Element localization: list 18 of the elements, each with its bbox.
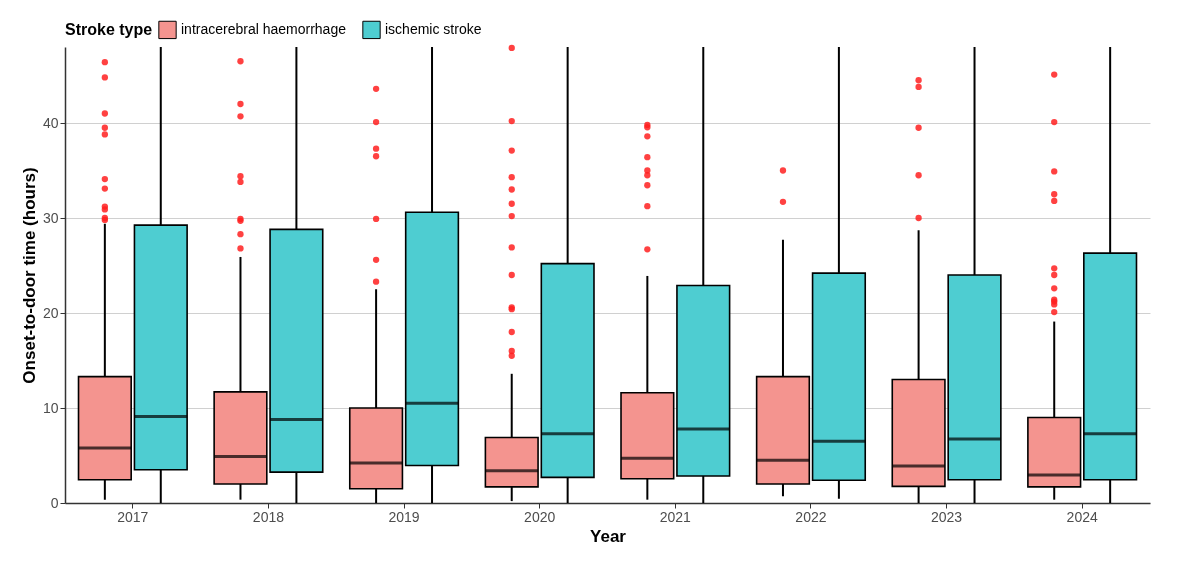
y-tick-label: 20 (42, 304, 59, 321)
y-tick-label: 0 (50, 494, 59, 511)
x-tick-label: 2022 (795, 508, 827, 525)
x-tick-label: 2024 (1066, 508, 1098, 525)
x-tick-label: 2020 (524, 508, 556, 525)
x-tick-label: 2021 (659, 508, 692, 525)
x-axis-title: Year (590, 526, 627, 546)
legend-label: intracerebral haemorrhage (181, 20, 347, 37)
legend-title: Stroke type (65, 21, 153, 38)
y-tick-label: 40 (42, 114, 59, 131)
y-axis-title: Onset-to-door time (hours) (19, 167, 39, 384)
x-tick-label: 2017 (117, 508, 149, 525)
x-tick-label: 2018 (252, 508, 285, 525)
x-tick-label: 2023 (930, 508, 963, 525)
y-tick-label: 10 (42, 399, 59, 416)
legend-label: ischemic stroke (385, 20, 482, 37)
y-tick-label: 30 (42, 209, 59, 226)
x-tick-label: 2019 (388, 508, 420, 525)
